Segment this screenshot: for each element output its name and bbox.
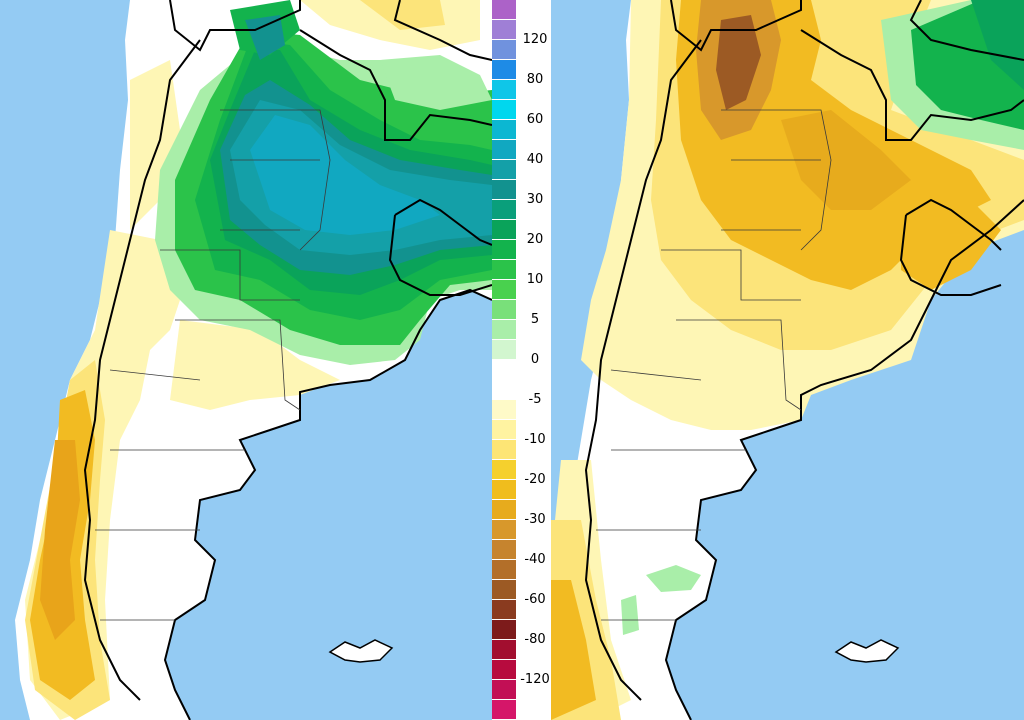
legend-label: 10 [526, 272, 544, 287]
legend-label: 5 [530, 312, 540, 327]
legend-swatch [492, 380, 516, 400]
legend-swatch [492, 360, 516, 380]
legend-swatch [492, 400, 516, 420]
coastline [664, 199, 1024, 720]
legend-label: -80 [524, 632, 546, 647]
legend-swatch [492, 320, 516, 340]
uruguay-border [388, 198, 492, 296]
legend-swatch [492, 200, 516, 220]
legend-swatch [492, 160, 516, 180]
strongest-negative-zone [716, 15, 761, 110]
strong-negative-zone [901, 200, 1001, 290]
negative-zone [360, 0, 445, 30]
legend-label: -60 [524, 592, 546, 607]
right-map-canvas [551, 0, 1024, 720]
left-map-canvas [15, 0, 492, 720]
left-anomaly-map [0, 0, 492, 720]
legend-swatch [492, 300, 516, 320]
legend-label: 120 [522, 32, 548, 47]
legend-swatch [492, 220, 516, 240]
legend-swatch [492, 60, 516, 80]
strongest-negative-zone [40, 440, 80, 640]
legend-swatch [492, 420, 516, 440]
legend-swatch [492, 0, 516, 20]
legend-swatch [492, 40, 516, 60]
legend-label: 20 [526, 232, 544, 247]
legend-swatch [492, 560, 516, 580]
legend-swatch [492, 660, 516, 680]
legend-label: -20 [524, 472, 546, 487]
legend-swatch [492, 260, 516, 280]
legend-swatch [492, 600, 516, 620]
legend-swatch [492, 440, 516, 460]
legend-swatch [492, 340, 516, 360]
province-borders [596, 109, 832, 621]
legend-swatch [492, 280, 516, 300]
legend-swatch [492, 580, 516, 600]
legend-swatch [492, 640, 516, 660]
green-patch [380, 55, 492, 110]
legend-label: -30 [524, 512, 546, 527]
country-border [83, 0, 492, 701]
legend-swatch [492, 680, 516, 700]
country-border [584, 0, 1024, 701]
legend-swatch [492, 620, 516, 640]
legend-swatch [492, 80, 516, 100]
province-borders [95, 109, 331, 621]
light-positive-patch [646, 565, 701, 592]
legend-label: 0 [530, 352, 540, 367]
falkland-islands [328, 639, 394, 663]
legend-swatch [492, 480, 516, 500]
legend-swatch [492, 180, 516, 200]
strongest-negative-zone [781, 110, 911, 210]
legend-label: 60 [526, 112, 544, 127]
legend-label: 30 [526, 192, 544, 207]
legend-swatch [492, 120, 516, 140]
legend-label: -40 [524, 552, 546, 567]
light-positive-patch [621, 595, 639, 635]
right-anomaly-map [551, 0, 1024, 720]
uruguay-border [899, 198, 1002, 296]
legend-label: 80 [526, 72, 544, 87]
legend-swatch [492, 700, 516, 720]
legend-swatch [492, 540, 516, 560]
legend-label: -120 [520, 672, 550, 687]
legend-swatch [492, 240, 516, 260]
legend-swatch [492, 520, 516, 540]
blue-positive-zone [250, 115, 440, 235]
legend-swatch [492, 20, 516, 40]
strong-positive-zone [971, 0, 1024, 90]
legend-label: -5 [528, 392, 542, 407]
legend-label: 40 [526, 152, 544, 167]
legend-swatch [492, 100, 516, 120]
light-negative-zone [170, 320, 340, 410]
legend-swatch [492, 500, 516, 520]
green-patch [245, 15, 285, 60]
legend-label: -10 [524, 432, 546, 447]
falkland-islands [834, 639, 900, 663]
legend-swatch [492, 140, 516, 160]
color-scale-legend: 120 80 60 40 30 20 10 5 0 -5 -10 -20 -30 -40 -60 -80 -12… [492, 0, 551, 720]
strong-negative-zone [551, 580, 596, 720]
legend-swatch [492, 460, 516, 480]
coastline [163, 288, 492, 720]
